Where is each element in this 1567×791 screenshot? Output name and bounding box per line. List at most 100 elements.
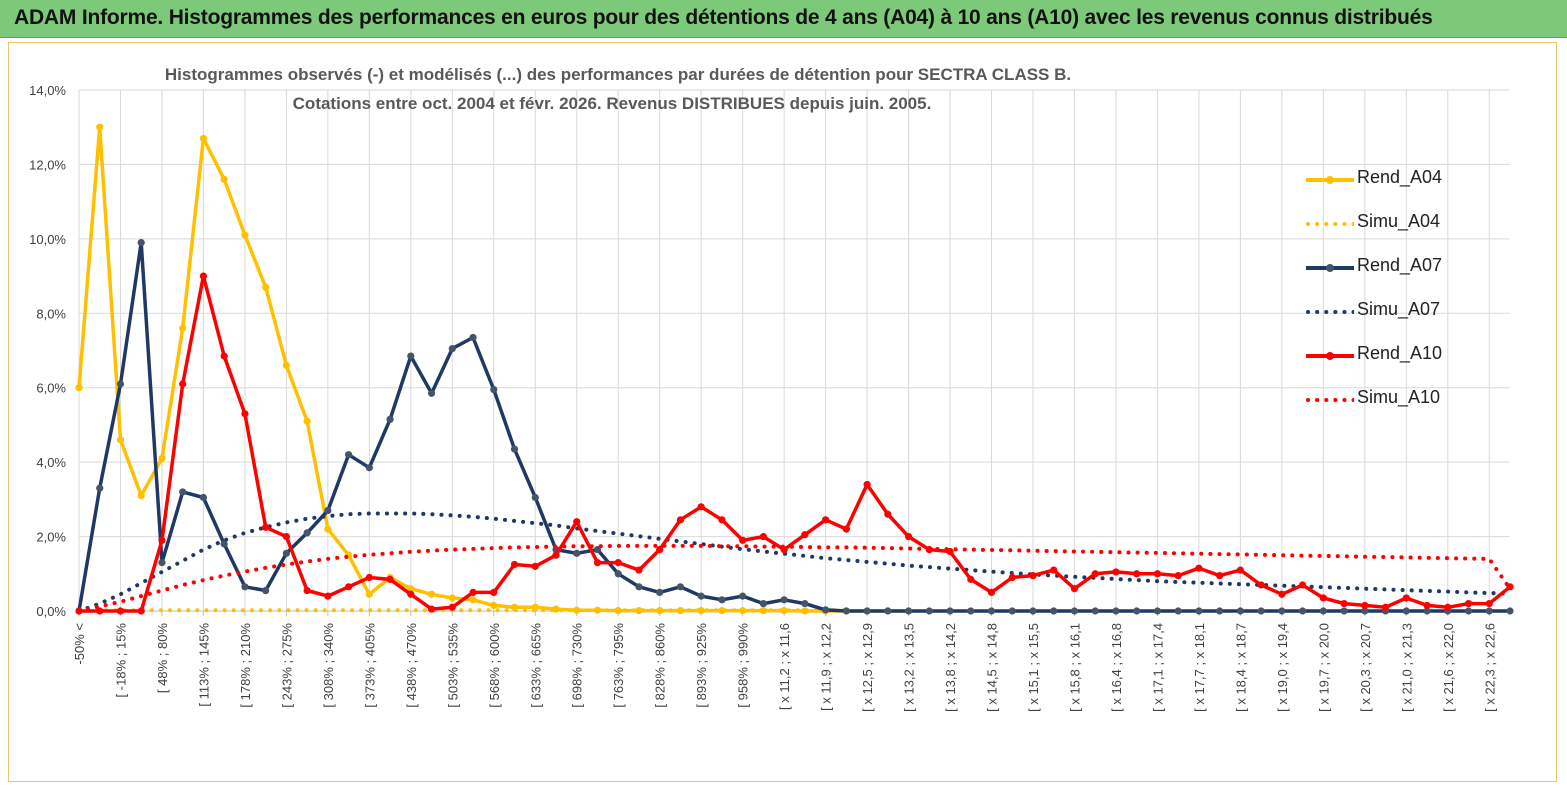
y-tick-label: 12,0% bbox=[29, 157, 66, 172]
x-tick-label: [ x 15,1 ; x 15,5 bbox=[1026, 623, 1041, 712]
legend-swatch bbox=[1306, 352, 1354, 360]
data-point-rend-a07 bbox=[904, 607, 913, 615]
data-point-rend-a10 bbox=[324, 592, 332, 600]
data-point-rend-a07 bbox=[1133, 607, 1141, 615]
data-point-rend-a07 bbox=[822, 606, 830, 614]
data-point-rend-a07 bbox=[863, 607, 871, 615]
data-point-rend-a10 bbox=[1423, 601, 1431, 610]
x-tick-label: [ x 17,7 ; x 18,1 bbox=[1192, 623, 1207, 712]
x-tick-label: [ x 19,0 ; x 19,4 bbox=[1275, 623, 1290, 712]
x-tick-label: [ 48% ; 80% bbox=[155, 623, 170, 694]
data-point-rend-a04 bbox=[75, 384, 83, 392]
data-point-rend-a04 bbox=[220, 175, 228, 183]
x-tick-label: -50% < bbox=[72, 623, 87, 665]
data-point-rend-a10 bbox=[1485, 599, 1493, 608]
data-point-rend-a04 bbox=[179, 324, 187, 332]
data-point-rend-a07 bbox=[925, 607, 933, 615]
data-point-rend-a07 bbox=[739, 592, 747, 600]
data-point-rend-a07 bbox=[1153, 607, 1162, 615]
data-point-rend-a04 bbox=[635, 607, 643, 615]
data-point-rend-a07 bbox=[1029, 607, 1037, 615]
data-point-rend-a04 bbox=[573, 606, 581, 614]
data-point-rend-a04 bbox=[365, 590, 373, 598]
data-point-rend-a04 bbox=[469, 596, 477, 604]
data-point-rend-a10 bbox=[262, 523, 270, 531]
data-point-rend-a07 bbox=[1299, 607, 1307, 615]
data-point-rend-a04 bbox=[448, 594, 456, 602]
data-point-rend-a07 bbox=[137, 238, 145, 247]
x-tick-label: [ x 21,0 ; x 21,3 bbox=[1399, 623, 1414, 712]
data-point-rend-a10 bbox=[365, 573, 373, 582]
data-point-rend-a07 bbox=[158, 559, 166, 567]
x-tick-label: [ 373% ; 405% bbox=[362, 623, 377, 708]
data-point-rend-a04 bbox=[116, 436, 125, 444]
data-point-rend-a07 bbox=[1402, 607, 1410, 615]
data-point-rend-a10 bbox=[593, 559, 602, 567]
data-point-rend-a10 bbox=[220, 352, 228, 360]
data-point-rend-a07 bbox=[448, 345, 456, 353]
legend-swatch bbox=[1306, 176, 1354, 184]
data-point-rend-a10 bbox=[1216, 572, 1224, 580]
data-point-rend-a10 bbox=[1464, 599, 1473, 608]
data-point-rend-a10 bbox=[1153, 570, 1162, 578]
data-point-rend-a10 bbox=[282, 532, 290, 541]
data-point-rend-a07 bbox=[1464, 607, 1473, 615]
data-point-rend-a10 bbox=[1029, 572, 1037, 580]
y-tick-label: 14,0% bbox=[29, 83, 66, 98]
data-point-rend-a07 bbox=[1008, 607, 1016, 615]
data-point-rend-a04 bbox=[137, 492, 145, 500]
data-point-rend-a07 bbox=[1278, 607, 1286, 615]
data-point-rend-a07 bbox=[656, 588, 664, 596]
data-point-rend-a10 bbox=[179, 380, 187, 388]
data-point-rend-a10 bbox=[552, 551, 560, 559]
data-point-rend-a04 bbox=[282, 361, 290, 369]
data-point-rend-a04 bbox=[490, 601, 498, 610]
data-point-rend-a07 bbox=[1050, 607, 1058, 615]
data-point-rend-a10 bbox=[407, 590, 415, 598]
x-tick-label: [ x 11,2 ; x 11,6 bbox=[777, 623, 792, 710]
data-point-rend-a07 bbox=[531, 493, 539, 502]
data-point-rend-a07 bbox=[718, 596, 726, 604]
x-tick-label: [ 828% ; 860% bbox=[653, 623, 668, 708]
data-point-rend-a10 bbox=[96, 607, 104, 615]
y-tick-label: 2,0% bbox=[36, 530, 66, 545]
data-point-rend-a07 bbox=[1319, 607, 1327, 615]
data-point-rend-a04 bbox=[718, 607, 726, 615]
data-point-rend-a07 bbox=[697, 592, 705, 600]
data-point-rend-a04 bbox=[407, 585, 415, 593]
title-banner: ADAM Informe. Histogrammes des performan… bbox=[0, 0, 1567, 38]
legend-item-simu-a10: Simu_A10 bbox=[1300, 378, 1460, 422]
data-point-rend-a07 bbox=[1112, 607, 1120, 615]
x-tick-label: [ x 19,7 ; x 20,0 bbox=[1316, 623, 1331, 712]
data-point-rend-a10 bbox=[987, 588, 996, 596]
data-point-rend-a07 bbox=[282, 549, 290, 557]
data-point-rend-a10 bbox=[1319, 594, 1327, 602]
data-point-rend-a10 bbox=[345, 583, 353, 591]
data-point-rend-a07 bbox=[759, 599, 767, 608]
legend-label: Rend_A10 bbox=[1357, 343, 1443, 363]
data-point-rend-a07 bbox=[427, 389, 436, 397]
data-point-rend-a07 bbox=[1174, 607, 1182, 615]
x-tick-label: [ x 20,3 ; x 20,7 bbox=[1358, 623, 1373, 712]
data-point-rend-a07 bbox=[884, 607, 892, 615]
data-point-rend-a07 bbox=[199, 493, 208, 502]
legend-swatch bbox=[1306, 398, 1354, 402]
data-point-rend-a07 bbox=[303, 529, 311, 537]
legend-swatch bbox=[1306, 310, 1354, 314]
data-point-rend-a10 bbox=[739, 536, 747, 544]
data-point-rend-a10 bbox=[199, 272, 208, 280]
y-tick-label: 0,0% bbox=[36, 604, 66, 619]
x-tick-label: [ x 12,5 ; x 12,9 bbox=[860, 623, 875, 712]
legend-label: Simu_A07 bbox=[1357, 299, 1441, 319]
data-point-rend-a10 bbox=[1050, 566, 1058, 574]
data-point-rend-a07 bbox=[842, 607, 850, 615]
x-tick-label: [ x 13,2 ; x 13,5 bbox=[902, 623, 917, 712]
legend-item-rend-a04: Rend_A04 bbox=[1300, 158, 1460, 202]
data-point-rend-a10 bbox=[303, 586, 311, 595]
legend: Rend_A04 Simu_A04 Rend_A07 Simu_A07 Rend… bbox=[1300, 158, 1460, 422]
x-tick-label: [ 958% ; 990% bbox=[736, 623, 751, 708]
x-tick-label: [ x 15,8 ; x 16,1 bbox=[1067, 623, 1082, 712]
data-point-rend-a07 bbox=[1236, 607, 1244, 615]
x-tick-label: [ x 17,1 ; x 17,4 bbox=[1150, 623, 1165, 712]
data-point-rend-a07 bbox=[324, 506, 332, 515]
